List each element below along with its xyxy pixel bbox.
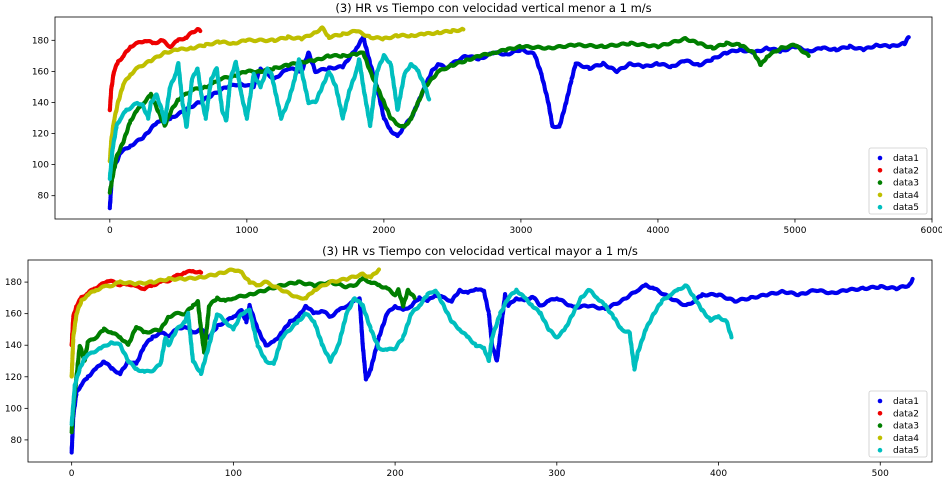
y-tick-label: 120: [5, 373, 22, 383]
legend-label: data1: [893, 154, 919, 164]
legend-marker: [877, 155, 883, 161]
legend-label: data3: [893, 179, 919, 189]
y-tick-label: 160: [32, 67, 49, 77]
x-tick-label: 2000: [372, 226, 395, 236]
legend-label: data4: [893, 191, 919, 201]
series-point: [198, 28, 203, 34]
series-data1: [107, 34, 911, 211]
series-data5: [107, 53, 432, 182]
y-tick-label: 140: [32, 98, 49, 108]
x-tick-label: 400: [710, 469, 727, 479]
series-data4: [107, 25, 466, 164]
chart-panel-low-vertical-speed: (3) HR vs Tiempo con velocidad vertical …: [32, 1, 942, 236]
legend-label: data2: [893, 166, 919, 176]
axes-frame: [27, 259, 933, 463]
x-tick-label: 500: [872, 469, 889, 479]
legend-marker: [877, 192, 883, 198]
x-tick-label: 100: [225, 469, 242, 479]
series-point: [461, 27, 466, 32]
axes-frame: [54, 16, 933, 220]
y-tick-label: 80: [11, 436, 23, 446]
x-tick-label: 4000: [646, 226, 669, 236]
chart-panel-high-vertical-speed: (3) HR vs Tiempo con velocidad vertical …: [5, 244, 933, 479]
legend-marker: [877, 168, 883, 173]
x-tick-label: 3000: [509, 226, 532, 236]
x-tick-label: 200: [387, 469, 404, 479]
chart-title-high-vertical-speed: (3) HR vs Tiempo con velocidad vertical …: [322, 244, 638, 258]
y-tick-label: 160: [5, 310, 22, 320]
legend-box: [868, 147, 928, 215]
y-tick-label: 180: [5, 278, 22, 288]
chart-title-low-vertical-speed: (3) HR vs Tiempo con velocidad vertical …: [335, 1, 651, 15]
y-tick-label: 180: [32, 36, 49, 46]
series-point: [806, 53, 811, 58]
y-tick-label: 120: [32, 130, 49, 140]
series-point: [426, 97, 432, 102]
legend-marker: [877, 180, 883, 185]
legend-marker: [877, 204, 883, 210]
legend-label: data5: [893, 203, 919, 213]
series-data3: [69, 276, 417, 435]
legend: data1 data2 data3 data4 data5: [868, 147, 928, 215]
x-tick-label: 1000: [235, 226, 258, 236]
series-point: [910, 276, 915, 282]
x-tick-label: 300: [548, 469, 565, 479]
series-point: [198, 270, 204, 275]
y-tick-label: 100: [32, 161, 49, 171]
y-tick-label: 140: [5, 341, 22, 351]
series-data2: [107, 27, 203, 113]
series-point: [906, 35, 911, 40]
y-tick-label: 80: [38, 192, 50, 202]
x-tick-label: 0: [69, 469, 75, 479]
x-tick-label: 0: [107, 226, 113, 236]
x-tick-label: 5000: [784, 226, 807, 236]
x-tick-label: 6000: [921, 226, 942, 236]
y-tick-label: 100: [5, 404, 22, 414]
